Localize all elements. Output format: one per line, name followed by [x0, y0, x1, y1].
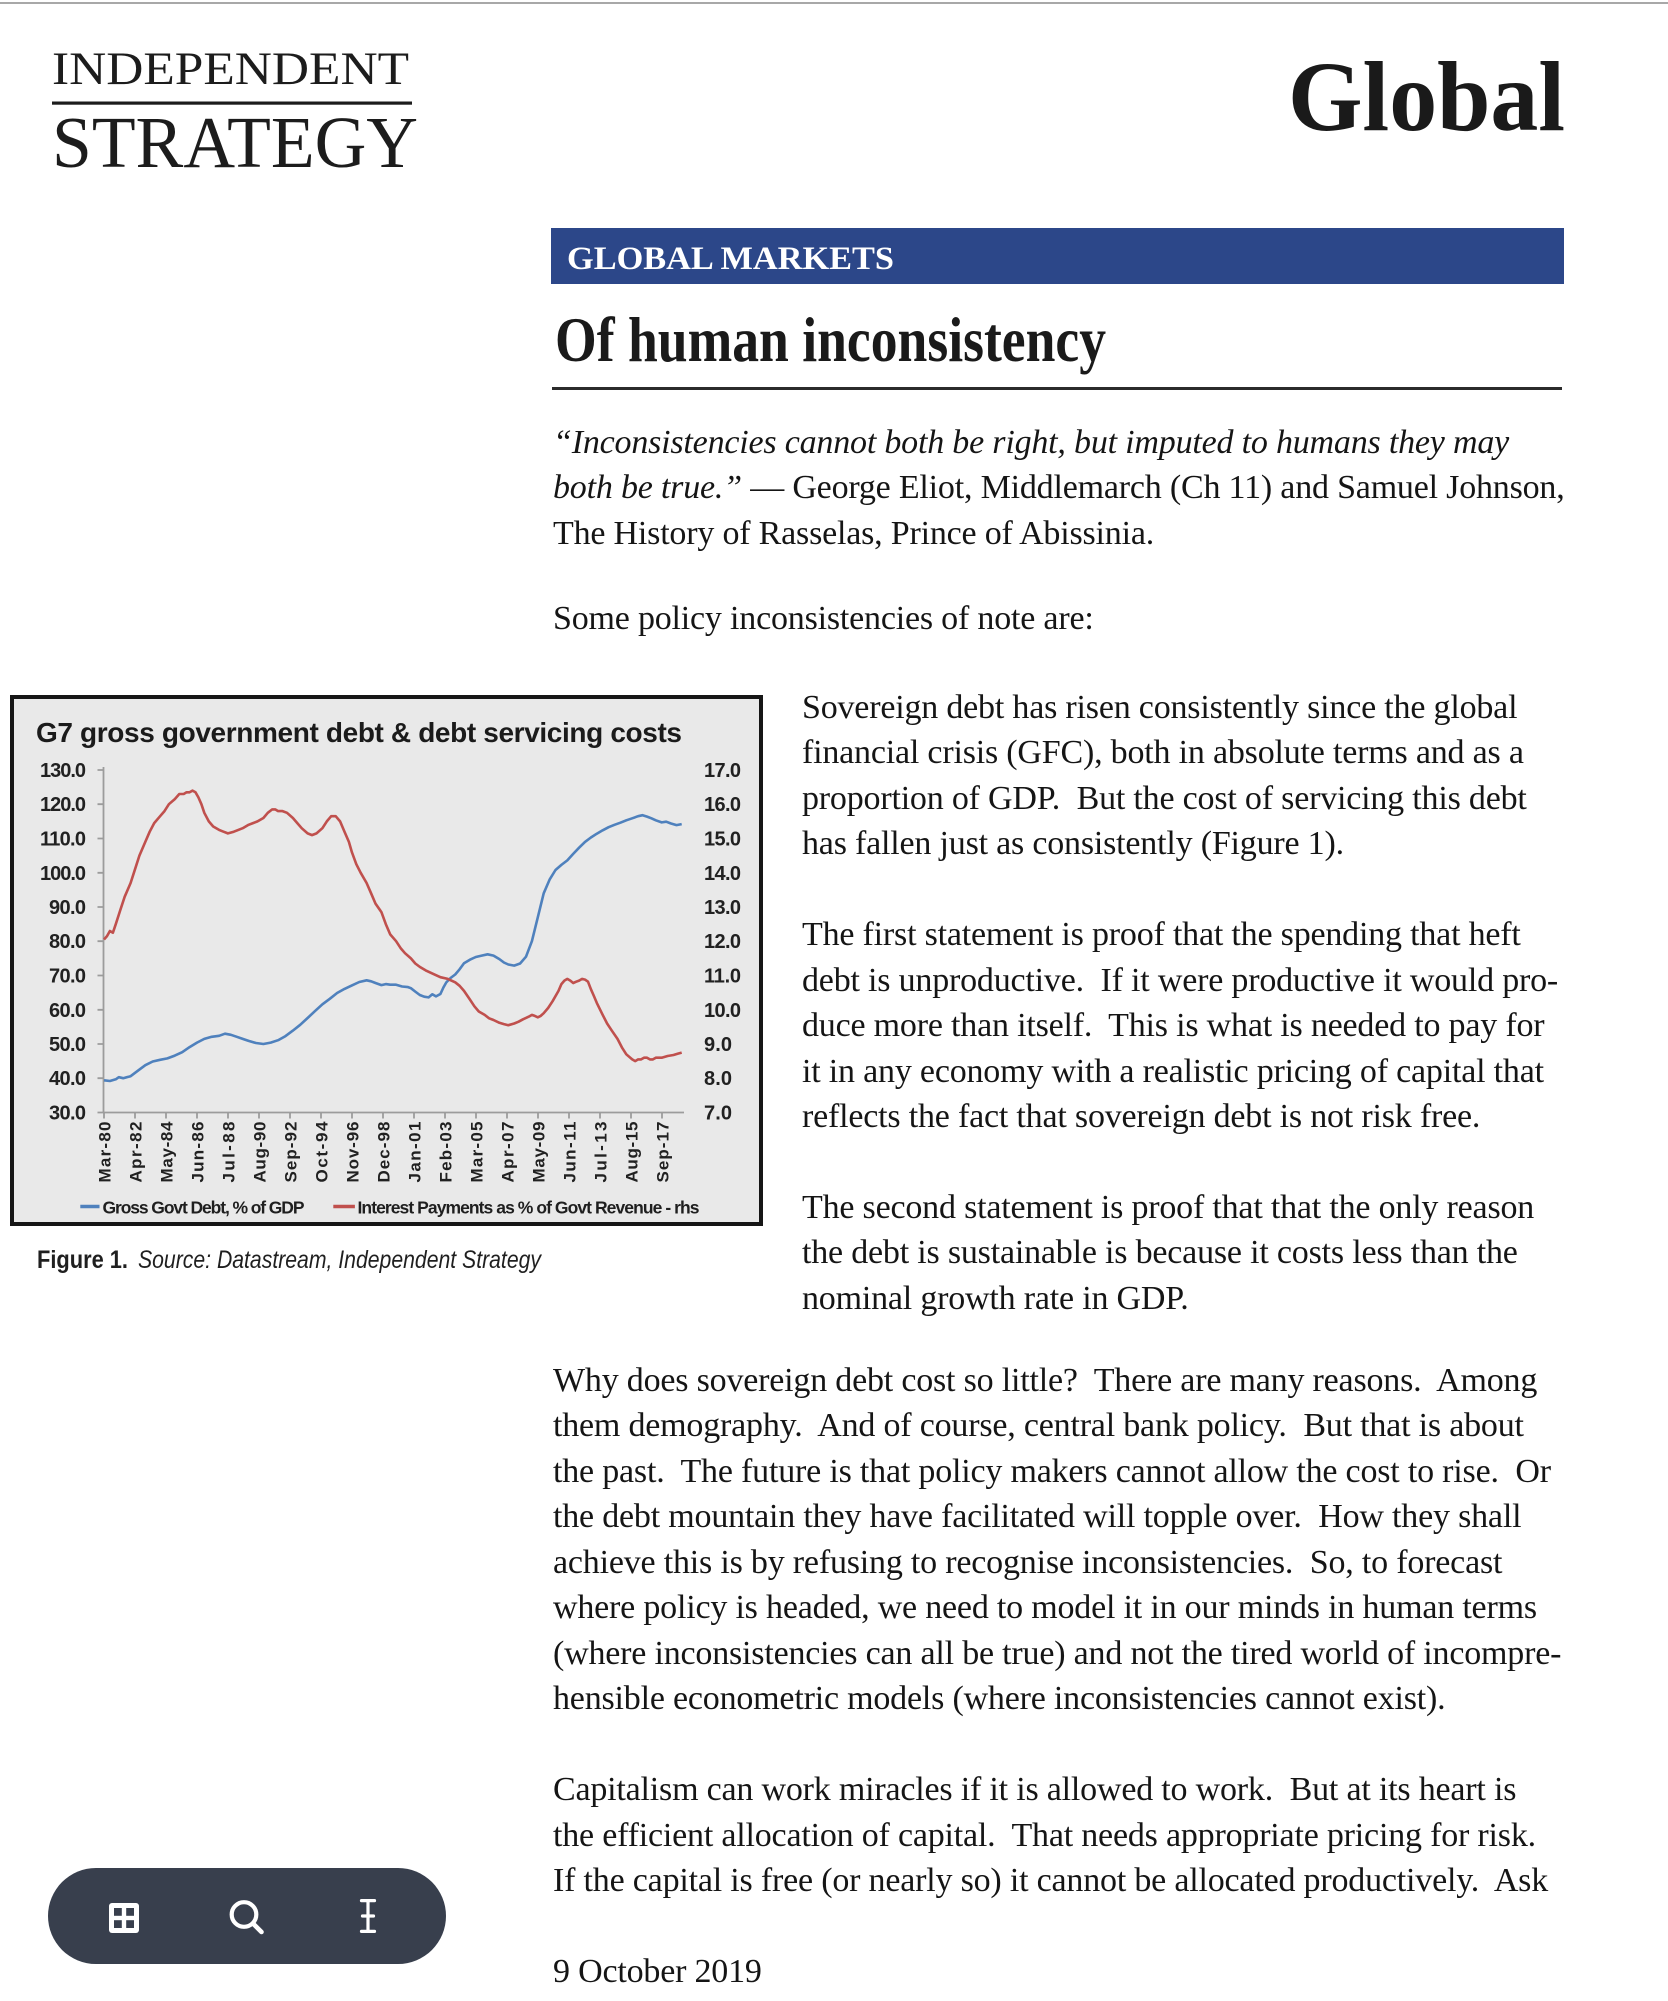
svg-text:8.0: 8.0 [704, 1068, 732, 1090]
svg-text:9.0: 9.0 [704, 1034, 732, 1056]
svg-text:90.0: 90.0 [49, 897, 86, 919]
svg-text:Apr-07: Apr-07 [499, 1122, 518, 1183]
svg-text:Aug-90: Aug-90 [251, 1122, 270, 1183]
svg-text:120.0: 120.0 [40, 794, 86, 816]
svg-text:Sep-17: Sep-17 [654, 1122, 673, 1183]
svg-text:Mar-05: Mar-05 [468, 1122, 487, 1183]
svg-text:11.0: 11.0 [704, 966, 741, 988]
svg-text:Sep-92: Sep-92 [282, 1122, 301, 1183]
svg-text:G7 gross government debt & deb: G7 gross government debt & debt servicin… [36, 717, 682, 748]
svg-text:80.0: 80.0 [49, 931, 86, 953]
svg-text:Apr-82: Apr-82 [127, 1122, 146, 1183]
svg-text:12.0: 12.0 [704, 931, 741, 953]
svg-text:Gross Govt Debt, % of GDP: Gross Govt Debt, % of GDP [103, 1198, 305, 1218]
svg-text:GLOBAL MARKETS: GLOBAL MARKETS [567, 241, 894, 277]
svg-text:Jun-86: Jun-86 [189, 1122, 208, 1183]
svg-text:May-09: May-09 [530, 1122, 549, 1183]
svg-text:Nov-96: Nov-96 [344, 1122, 363, 1183]
svg-text:Of human inconsistency: Of human inconsistency [555, 305, 1106, 375]
svg-text:130.0: 130.0 [40, 760, 86, 782]
svg-text:7.0: 7.0 [704, 1103, 732, 1125]
svg-text:17.0: 17.0 [704, 760, 741, 782]
svg-text:Dec-98: Dec-98 [375, 1122, 394, 1183]
svg-text:Global: Global [1288, 50, 1565, 145]
svg-text:Interest Payments as % of Govt: Interest Payments as % of Govt Revenue -… [358, 1198, 700, 1218]
svg-text:70.0: 70.0 [49, 966, 86, 988]
svg-text:110.0: 110.0 [40, 829, 86, 851]
svg-text:INDEPENDENT: INDEPENDENT [52, 48, 409, 95]
svg-text:60.0: 60.0 [49, 1000, 86, 1022]
svg-text:15.0: 15.0 [704, 829, 741, 851]
svg-text:14.0: 14.0 [704, 863, 741, 885]
svg-text:Oct-94: Oct-94 [313, 1121, 332, 1183]
svg-text:13.0: 13.0 [704, 897, 741, 919]
svg-text:May-84: May-84 [158, 1121, 177, 1183]
svg-text:Mar-80: Mar-80 [96, 1122, 115, 1183]
svg-text:STRATEGY: STRATEGY [52, 102, 418, 178]
svg-text:16.0: 16.0 [704, 794, 741, 816]
svg-text:100.0: 100.0 [40, 863, 86, 885]
svg-text:Feb-03: Feb-03 [437, 1122, 456, 1183]
svg-text:Jun-11: Jun-11 [561, 1122, 580, 1183]
svg-text:50.0: 50.0 [49, 1034, 86, 1056]
svg-text:40.0: 40.0 [49, 1068, 86, 1090]
svg-text:Jan-01: Jan-01 [406, 1122, 425, 1183]
svg-text:Figure 1.: Figure 1. [37, 1246, 128, 1274]
svg-text:Source: Datastream, Independen: Source: Datastream, Independent Strategy [138, 1246, 542, 1274]
svg-text:10.0: 10.0 [704, 1000, 741, 1022]
svg-text:Aug-15: Aug-15 [623, 1122, 642, 1183]
svg-text:30.0: 30.0 [49, 1103, 86, 1125]
